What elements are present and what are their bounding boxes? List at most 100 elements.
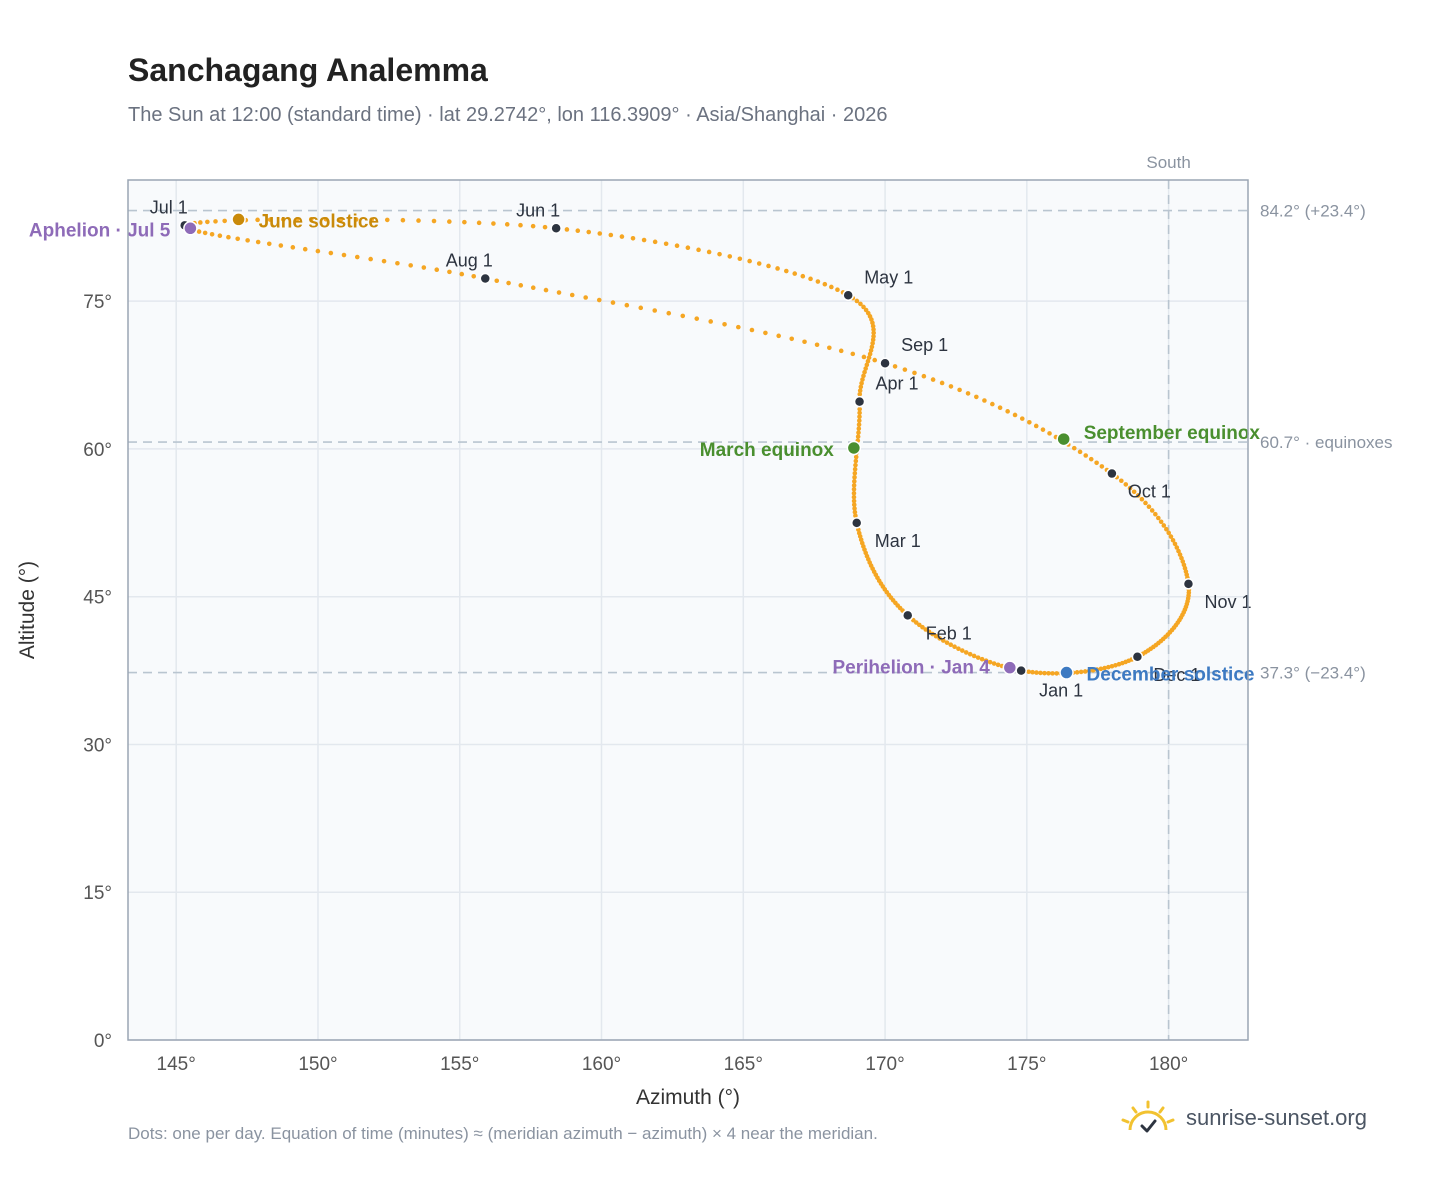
y-tick-label: 75°	[83, 292, 112, 313]
daily-sun-dot	[952, 644, 957, 650]
daily-sun-dot	[971, 653, 977, 659]
daily-sun-dot	[776, 333, 781, 339]
daily-sun-dot	[1158, 519, 1164, 525]
plot-background	[128, 180, 1248, 1040]
daily-sun-dot	[696, 247, 701, 253]
daily-sun-dot	[506, 280, 511, 286]
brand[interactable]: sunrise-sunset.org	[1120, 1100, 1367, 1136]
daily-sun-dot	[865, 358, 871, 364]
daily-sun-dot	[766, 263, 771, 269]
sunrise-logo-icon	[1121, 1100, 1175, 1133]
month-marker	[1182, 578, 1195, 590]
daily-sun-dot	[641, 237, 647, 243]
daily-sun-dot	[967, 651, 973, 657]
daily-sun-dot	[722, 321, 727, 327]
daily-sun-dot	[1146, 504, 1152, 510]
daily-sun-dot	[368, 256, 373, 262]
daily-sun-dot	[851, 490, 857, 496]
daily-sun-dot	[940, 638, 946, 643]
daily-sun-dot	[1012, 412, 1018, 418]
y-tick-label: 15°	[83, 883, 112, 904]
daily-sun-dot	[1038, 670, 1043, 676]
daily-sun-dot	[1083, 453, 1089, 458]
daily-sun-dot	[857, 418, 862, 423]
daily-sun-dot	[857, 414, 862, 420]
month-label: May 1	[864, 267, 913, 287]
daily-sun-dot	[1177, 552, 1183, 557]
daily-sun-dot	[1019, 416, 1025, 421]
daily-sun-dot	[800, 273, 806, 279]
daily-sun-dot	[1164, 526, 1169, 532]
daily-sun-dot	[856, 422, 862, 427]
daily-sun-dot	[1143, 500, 1148, 506]
daily-sun-dot	[610, 300, 616, 305]
daily-sun-dot	[861, 304, 866, 310]
daily-sun-dot	[853, 513, 858, 519]
month-marker	[1015, 664, 1027, 677]
daily-sun-dot	[213, 219, 218, 224]
daily-sun-dot	[338, 217, 344, 222]
daily-sun-dot	[328, 250, 334, 256]
daily-sun-dot	[835, 287, 840, 292]
daily-sun-dot	[860, 377, 865, 382]
daily-sun-dot	[749, 327, 755, 333]
daily-sun-dot	[1109, 663, 1115, 669]
daily-sun-dot	[518, 283, 524, 288]
daily-sun-dot	[518, 222, 523, 228]
daily-sun-dot	[369, 217, 374, 222]
daily-sun-dot	[1047, 431, 1052, 436]
month-label: Oct 1	[1128, 482, 1171, 502]
daily-sun-dot	[408, 263, 413, 268]
daily-sun-dot	[727, 254, 733, 259]
daily-sun-dot	[462, 219, 467, 225]
daily-sun-dot	[1174, 545, 1180, 550]
daily-sun-dot	[855, 434, 861, 439]
x-tick-label: 160°	[582, 1054, 621, 1075]
daily-sun-dot	[792, 271, 798, 276]
daily-sun-dot	[674, 243, 680, 249]
daily-sun-dot	[583, 295, 588, 300]
daily-sun-dot	[850, 351, 856, 357]
event-label: Aphelion · Jul 5	[29, 220, 171, 241]
daily-sun-dot	[920, 624, 925, 630]
event-label: September equinox	[1084, 423, 1261, 444]
daily-sun-dot	[858, 301, 863, 307]
daily-sun-dot	[504, 222, 510, 227]
daily-sun-dot	[965, 391, 971, 396]
daily-sun-dot	[1033, 423, 1039, 429]
daily-sun-dot	[624, 302, 630, 308]
daily-sun-dot	[530, 285, 536, 291]
daily-sun-dot	[315, 248, 321, 254]
event-label: December solstice	[1087, 665, 1255, 686]
daily-sun-dot	[266, 241, 272, 247]
daily-sun-dot	[1168, 534, 1174, 539]
daily-sun-dot	[857, 406, 862, 412]
daily-sun-dot	[619, 234, 625, 239]
daily-sun-dot	[737, 256, 743, 262]
daily-sun-dot	[447, 219, 452, 224]
daily-sun-dot	[948, 384, 954, 389]
daily-sun-dot	[308, 216, 314, 222]
daily-sun-dot	[1054, 671, 1059, 676]
event-label: Perihelion · Jan 4	[832, 658, 990, 679]
daily-sun-dot	[381, 258, 387, 264]
daily-sun-dot	[1090, 667, 1096, 673]
daily-sun-dot	[808, 276, 813, 282]
daily-sun-dot	[756, 261, 762, 266]
daily-sun-dot	[1127, 485, 1133, 491]
month-marker	[550, 222, 562, 235]
daily-sun-dot	[987, 659, 993, 665]
daily-sun-dot	[666, 310, 672, 316]
y-tick-label: 0°	[94, 1031, 112, 1052]
x-tick-label: 170°	[865, 1054, 904, 1075]
month-marker	[1131, 651, 1144, 663]
daily-sun-dot	[323, 216, 329, 222]
month-label: Apr 1	[876, 374, 919, 394]
month-label: Nov 1	[1204, 592, 1251, 612]
daily-sun-dot	[859, 380, 864, 386]
daily-sun-dot	[717, 251, 722, 257]
daily-sun-dot	[851, 498, 857, 504]
daily-sun-dot	[1098, 666, 1104, 672]
daily-sun-dot	[1042, 670, 1047, 676]
x-tick-label: 175°	[1007, 1054, 1046, 1075]
